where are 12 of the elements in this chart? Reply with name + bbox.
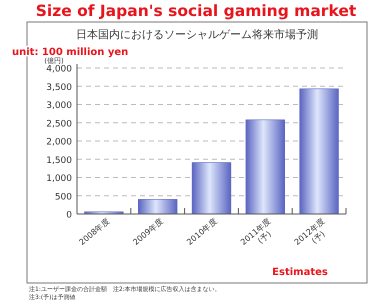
y-tick-label: 2,500 (46, 119, 72, 130)
y-tick-label: 2,000 (46, 138, 72, 148)
text: Estimates (272, 267, 328, 278)
y-tick-label: 1,500 (46, 156, 72, 166)
y-tick-label: 3,000 (46, 101, 72, 111)
y-tick-label: 3,500 (46, 82, 72, 93)
y-tick-label: 500 (54, 192, 72, 202)
y-tick-label: 0 (66, 210, 72, 220)
y-tick-label: 4,000 (46, 64, 72, 74)
y-tick-label: 1,000 (46, 174, 72, 184)
chart-title: Size of Japan's social gaming market (36, 2, 357, 20)
chart-subtitle: 日本国内におけるソーシャルゲーム将来市場予測 (76, 28, 318, 41)
